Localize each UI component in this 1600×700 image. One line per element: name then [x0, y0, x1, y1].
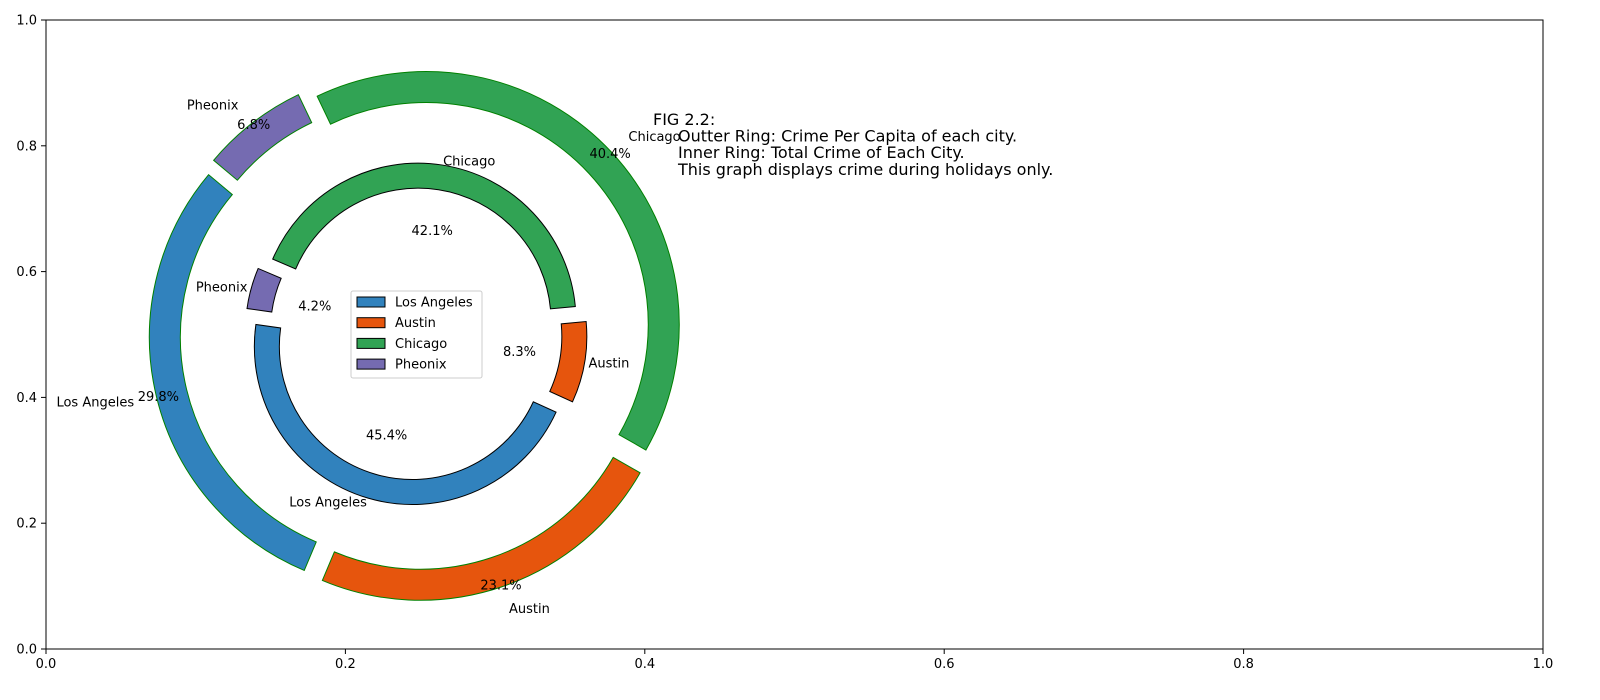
annotation-heading: FIG 2.2:: [653, 110, 715, 129]
outer-pct-los-angeles: 29.8%: [138, 390, 179, 405]
outer-ring: [148, 71, 680, 601]
outer-label-los-angeles: Los Angeles: [56, 396, 134, 411]
annotation-line: This graph displays crime during holiday…: [677, 160, 1053, 179]
legend: Los Angeles Austin Chicago Pheonix: [350, 290, 483, 379]
wedge-labels: Los Angeles 29.8% Austin 23.1% Chicago 40.4% P…: [56, 98, 680, 617]
inner-pct-pheonix: 4.2%: [298, 299, 331, 314]
inner-wedge-chicago: [272, 162, 576, 310]
y-tick-label: 0.6: [16, 265, 37, 280]
inner-wedge-los-angeles: [253, 323, 557, 505]
outer-wedge-chicago: [316, 71, 680, 451]
figure-annotation: FIG 2.2:Outter Ring: Crime Per Capita of…: [653, 110, 1053, 179]
outer-pct-austin: 23.1%: [480, 579, 521, 594]
outer-label-pheonix: Pheonix: [187, 98, 239, 113]
outer-label-chicago: Chicago: [628, 130, 680, 145]
inner-wedge-pheonix: [246, 267, 282, 313]
legend-label-austin: Austin: [395, 316, 436, 331]
inner-label-pheonix: Pheonix: [196, 281, 248, 296]
legend-swatch-los-angeles: [356, 296, 386, 308]
outer-label-austin: Austin: [509, 602, 550, 617]
y-tick-label: 1.0: [16, 14, 37, 29]
inner-label-los-angeles: Los Angeles: [289, 496, 367, 511]
y-tick-label: 0.4: [16, 391, 37, 406]
x-tick-label: 0.6: [934, 657, 955, 672]
x-tick-label: 0.0: [36, 657, 57, 672]
y-tick-label: 0.8: [16, 139, 37, 154]
inner-pct-chicago: 42.1%: [412, 224, 453, 239]
legend-box: [350, 290, 483, 379]
inner-pct-los-angeles: 45.4%: [366, 428, 407, 443]
inner-label-chicago: Chicago: [443, 155, 495, 170]
annotation-line: Inner Ring: Total Crime of Each City.: [678, 143, 965, 162]
inner-wedge-austin: [549, 320, 588, 403]
outer-pct-pheonix: 6.8%: [237, 118, 270, 133]
inner-pct-austin: 8.3%: [503, 345, 536, 360]
x-tick-label: 0.4: [634, 657, 655, 672]
outer-wedge-pheonix: [212, 93, 313, 181]
axes: 0.0 0.2 0.4 0.6 0.8 1.0 0.0 0.2 0.4 0.6 0.8 1.0: [16, 14, 1553, 673]
axes-frame: [45, 19, 1544, 650]
x-tick-label: 1.0: [1533, 657, 1554, 672]
inner-ring: [246, 162, 588, 505]
legend-swatch-austin: [356, 317, 386, 329]
legend-label-los-angeles: Los Angeles: [395, 296, 473, 311]
x-tick-label: 0.2: [335, 657, 356, 672]
inner-label-austin: Austin: [589, 357, 630, 372]
x-tick-label: 0.8: [1233, 657, 1254, 672]
y-tick-label: 0.0: [16, 643, 37, 658]
outer-wedge-austin: [321, 456, 641, 601]
legend-label-chicago: Chicago: [395, 337, 447, 352]
legend-swatch-chicago: [356, 337, 386, 349]
outer-wedge-los-angeles: [148, 173, 317, 572]
annotation-line: Outter Ring: Crime Per Capita of each ci…: [678, 127, 1017, 146]
legend-label-pheonix: Pheonix: [395, 358, 447, 373]
outer-pct-chicago: 40.4%: [589, 147, 630, 162]
y-tick-label: 0.2: [16, 517, 37, 532]
legend-swatch-pheonix: [356, 358, 386, 370]
